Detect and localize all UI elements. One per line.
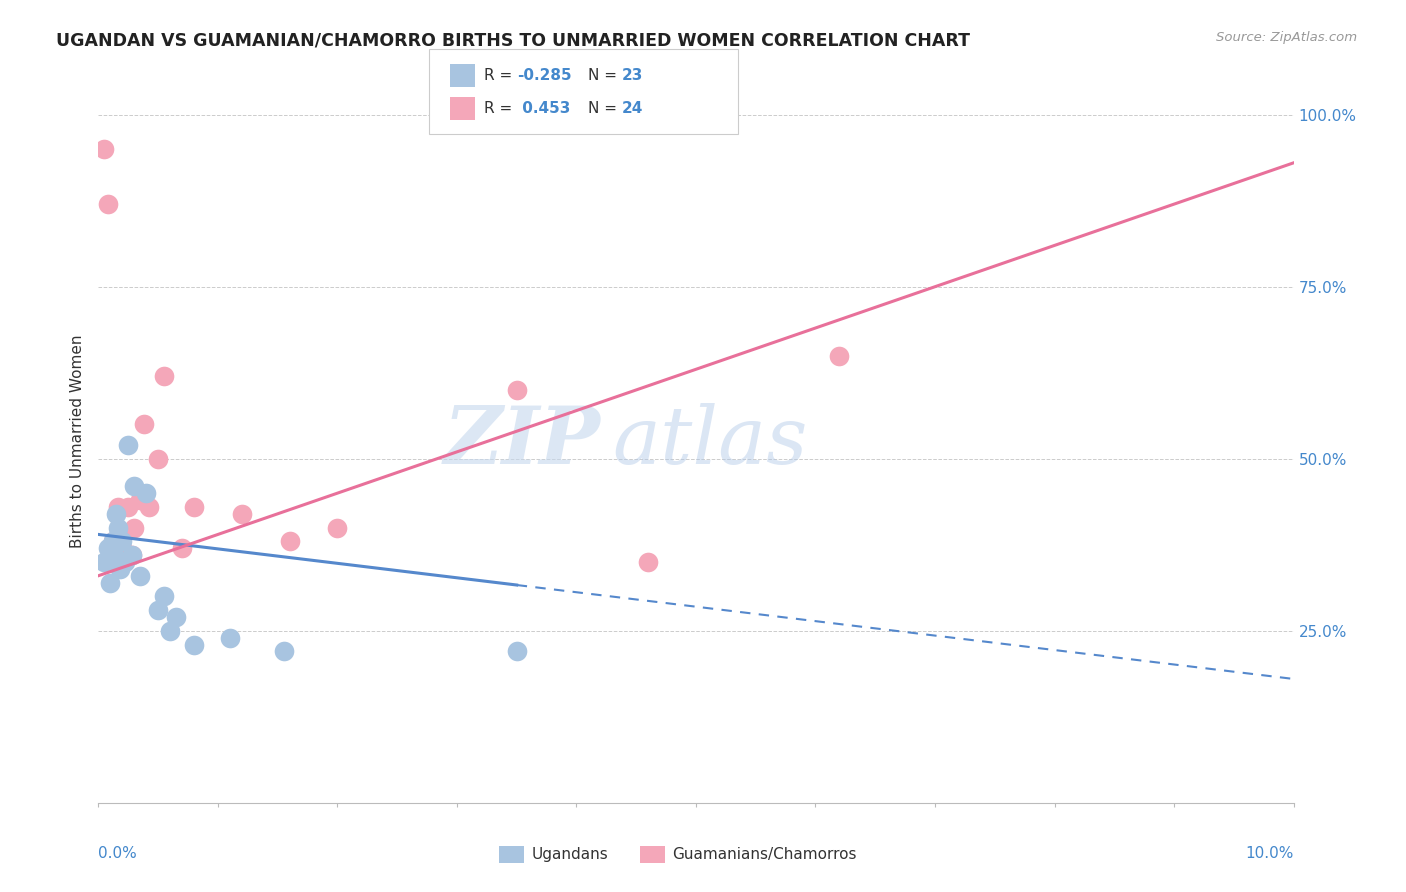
Point	[506, 383, 529, 397]
Point	[117, 500, 139, 514]
Point	[97, 541, 120, 556]
Point	[103, 548, 125, 562]
Point	[117, 438, 139, 452]
Text: 0.453: 0.453	[517, 102, 571, 116]
Point	[165, 610, 187, 624]
Text: UGANDAN VS GUAMANIAN/CHAMORRO BIRTHS TO UNMARRIED WOMEN CORRELATION CHART: UGANDAN VS GUAMANIAN/CHAMORRO BIRTHS TO …	[56, 31, 970, 49]
Point	[129, 568, 152, 582]
Point	[124, 479, 146, 493]
Point	[129, 493, 152, 508]
Point	[101, 534, 124, 549]
Point	[273, 644, 295, 658]
Point	[148, 603, 170, 617]
Text: N =: N =	[588, 102, 621, 116]
Point	[121, 548, 143, 562]
Point	[278, 534, 301, 549]
Point	[104, 548, 127, 562]
Point	[159, 624, 181, 638]
Y-axis label: Births to Unmarried Women: Births to Unmarried Women	[70, 334, 86, 549]
Point	[105, 507, 128, 521]
Point	[93, 142, 115, 156]
Text: 24: 24	[621, 102, 643, 116]
Point	[101, 534, 124, 549]
Text: R =: R =	[484, 69, 517, 83]
Point	[828, 349, 851, 363]
Point	[111, 541, 134, 556]
Point	[124, 520, 146, 534]
Point	[153, 369, 176, 384]
Point	[121, 548, 143, 562]
Point	[98, 575, 122, 590]
Point	[111, 534, 134, 549]
Point	[219, 631, 242, 645]
Point	[108, 562, 131, 576]
Text: R =: R =	[484, 102, 517, 116]
Text: ZIP: ZIP	[443, 403, 600, 480]
Point	[135, 486, 157, 500]
Text: 23: 23	[621, 69, 643, 83]
Point	[93, 555, 115, 569]
Point	[107, 500, 129, 514]
Text: N =: N =	[588, 69, 621, 83]
Point	[153, 590, 176, 604]
Point	[506, 644, 529, 658]
Text: Ugandans: Ugandans	[531, 847, 609, 862]
Point	[172, 541, 194, 556]
Point	[138, 500, 160, 514]
Text: 0.0%: 0.0%	[98, 847, 138, 861]
Point	[231, 507, 253, 521]
Point	[107, 520, 129, 534]
Point	[114, 555, 136, 569]
Text: 10.0%: 10.0%	[1246, 847, 1294, 861]
Point	[148, 451, 170, 466]
Text: Guamanians/Chamorros: Guamanians/Chamorros	[672, 847, 856, 862]
Text: Source: ZipAtlas.com: Source: ZipAtlas.com	[1216, 31, 1357, 45]
Point	[97, 197, 120, 211]
Point	[183, 638, 205, 652]
Point	[183, 500, 205, 514]
Point	[326, 520, 349, 534]
Point	[108, 534, 131, 549]
Text: -0.285: -0.285	[517, 69, 572, 83]
Text: atlas: atlas	[613, 403, 807, 480]
Point	[98, 541, 122, 556]
Point	[637, 555, 659, 569]
Point	[132, 417, 155, 432]
